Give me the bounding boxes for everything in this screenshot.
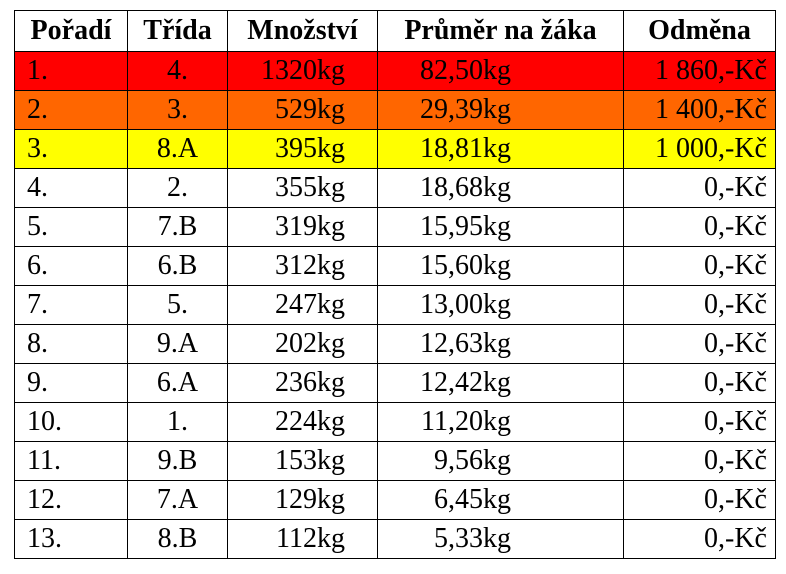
table-cell: 112kg <box>227 519 378 559</box>
table-row: 11. 9.B 153kg 9,56kg 0,-Kč <box>14 441 776 481</box>
table-cell: 1320kg <box>227 51 378 91</box>
table-cell: 0,-Kč <box>623 441 776 481</box>
table-cell: 18,68kg <box>377 168 624 208</box>
table-cell: 1 000,-Kč <box>623 129 776 169</box>
table-cell: 6,45kg <box>377 480 624 520</box>
header-cell: Třída <box>127 10 228 52</box>
table-cell: 4. <box>127 51 228 91</box>
table-row: 1. 4. 1320kg 82,50kg 1 860,-Kč <box>14 51 776 91</box>
table-cell: 0,-Kč <box>623 402 776 442</box>
table-cell: 236kg <box>227 363 378 403</box>
table-cell: 0,-Kč <box>623 285 776 325</box>
table-cell: 8. <box>14 324 128 364</box>
table-cell: 153kg <box>227 441 378 481</box>
table-cell: 529kg <box>227 90 378 130</box>
table-cell: 10. <box>14 402 128 442</box>
table-cell: 1 400,-Kč <box>623 90 776 130</box>
table-row: 10. 1. 224kg 11,20kg 0,-Kč <box>14 402 776 442</box>
table-body: 1. 4. 1320kg 82,50kg 1 860,-Kč 2. 3. 529kg 29,39… <box>14 51 776 559</box>
table-cell: 9,56kg <box>377 441 624 481</box>
table-row: 8. 9.A 202kg 12,63kg 0,-Kč <box>14 324 776 364</box>
table-cell: 5. <box>14 207 128 247</box>
table-cell: 12. <box>14 480 128 520</box>
table-cell: 0,-Kč <box>623 363 776 403</box>
table-cell: 6. <box>14 246 128 286</box>
table-cell: 8.A <box>127 129 228 169</box>
header-cell: Odměna <box>623 10 776 52</box>
table-cell: 7. <box>14 285 128 325</box>
table-cell: 0,-Kč <box>623 168 776 208</box>
table-cell: 0,-Kč <box>623 480 776 520</box>
table-cell: 82,50kg <box>377 51 624 91</box>
table-cell: 3. <box>14 129 128 169</box>
header-cell: Pořadí <box>14 10 128 52</box>
table-row: 7. 5. 247kg 13,00kg 0,-Kč <box>14 285 776 325</box>
table-cell: 29,39kg <box>377 90 624 130</box>
table-row: 4. 2. 355kg 18,68kg 0,-Kč <box>14 168 776 208</box>
header-cell: Průměr na žáka <box>377 10 624 52</box>
header-cell: Množství <box>227 10 378 52</box>
table-cell: 1. <box>127 402 228 442</box>
table-cell: 247kg <box>227 285 378 325</box>
table-cell: 8.B <box>127 519 228 559</box>
table-cell: 1 860,-Kč <box>623 51 776 91</box>
table-row: 12. 7.A 129kg 6,45kg 0,-Kč <box>14 480 776 520</box>
table-cell: 0,-Kč <box>623 246 776 286</box>
table-row: 9. 6.A 236kg 12,42kg 0,-Kč <box>14 363 776 403</box>
table-cell: 312kg <box>227 246 378 286</box>
table-cell: 0,-Kč <box>623 519 776 559</box>
table-cell: 18,81kg <box>377 129 624 169</box>
table-cell: 9.A <box>127 324 228 364</box>
table-row: 6. 6.B 312kg 15,60kg 0,-Kč <box>14 246 776 286</box>
table-row: 5. 7.B 319kg 15,95kg 0,-Kč <box>14 207 776 247</box>
table-cell: 0,-Kč <box>623 324 776 364</box>
table-cell: 202kg <box>227 324 378 364</box>
table-cell: 129kg <box>227 480 378 520</box>
table-cell: 11,20kg <box>377 402 624 442</box>
table-cell: 7.A <box>127 480 228 520</box>
table-row: 3. 8.A 395kg 18,81kg 1 000,-Kč <box>14 129 776 169</box>
table-cell: 15,60kg <box>377 246 624 286</box>
table-cell: 3. <box>127 90 228 130</box>
table-cell: 13,00kg <box>377 285 624 325</box>
table-cell: 5,33kg <box>377 519 624 559</box>
table-cell: 2. <box>14 90 128 130</box>
table-cell: 4. <box>14 168 128 208</box>
table-cell: 12,42kg <box>377 363 624 403</box>
table-row: 2. 3. 529kg 29,39kg 1 400,-Kč <box>14 90 776 130</box>
table-cell: 7.B <box>127 207 228 247</box>
table-cell: 6.A <box>127 363 228 403</box>
table-cell: 224kg <box>227 402 378 442</box>
table-cell: 5. <box>127 285 228 325</box>
table-cell: 11. <box>14 441 128 481</box>
table-cell: 9.B <box>127 441 228 481</box>
table-cell: 1. <box>14 51 128 91</box>
table-cell: 0,-Kč <box>623 207 776 247</box>
table-cell: 355kg <box>227 168 378 208</box>
header-row: Pořadí Třída Množství Průměr na žáka Odměna <box>14 10 776 52</box>
table-cell: 12,63kg <box>377 324 624 364</box>
table-cell: 2. <box>127 168 228 208</box>
table-cell: 6.B <box>127 246 228 286</box>
table-row: 13. 8.B 112kg 5,33kg 0,-Kč <box>14 519 776 559</box>
table-cell: 15,95kg <box>377 207 624 247</box>
ranking-table: Pořadí Třída Množství Průměr na žáka Odměna … <box>14 10 776 559</box>
table-cell: 319kg <box>227 207 378 247</box>
table-cell: 13. <box>14 519 128 559</box>
table-cell: 9. <box>14 363 128 403</box>
table-cell: 395kg <box>227 129 378 169</box>
